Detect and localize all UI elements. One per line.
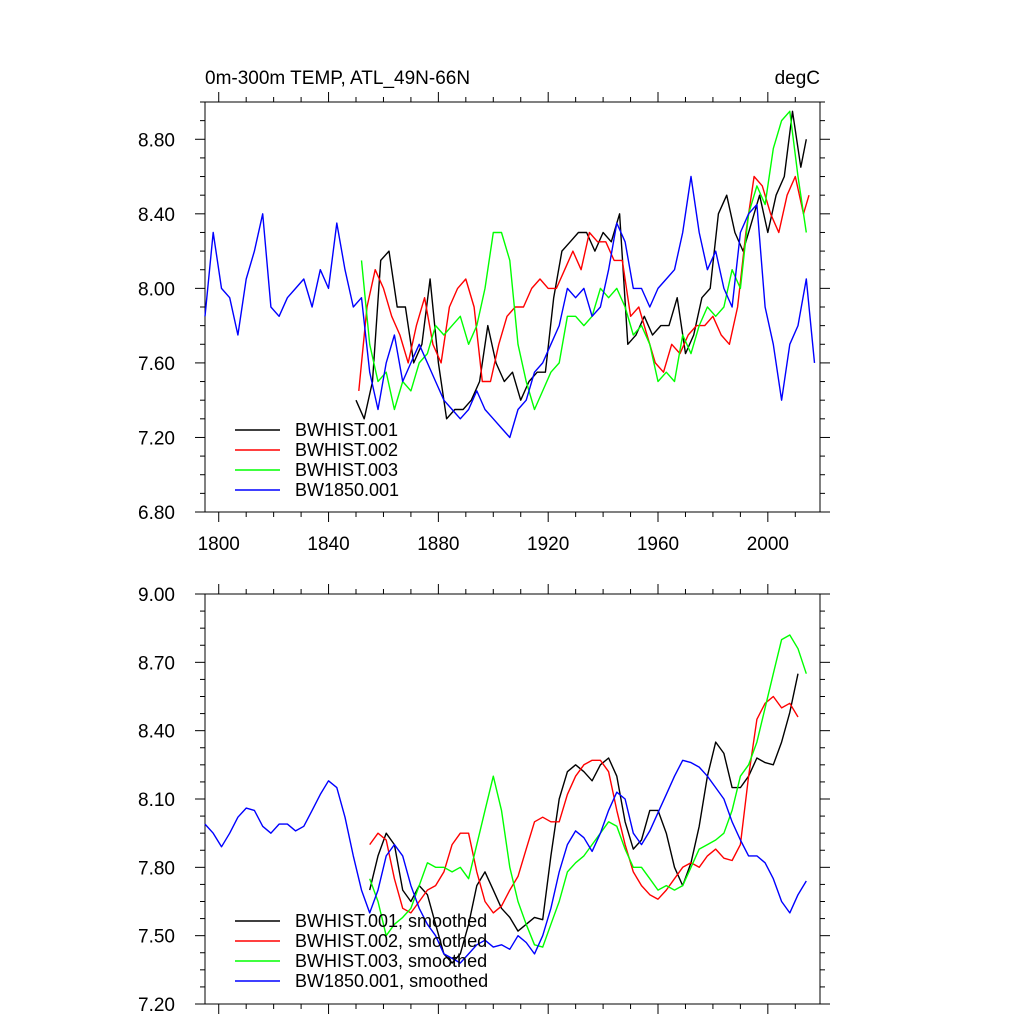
x-tick-label: 1840 xyxy=(307,534,349,555)
x-tick-label: 1880 xyxy=(417,534,459,555)
x-tick-label: 1960 xyxy=(637,534,679,555)
y-tick-label: 8.70 xyxy=(138,653,175,674)
series-line-bw1850-001 xyxy=(204,175,816,439)
y-tick-label: 6.80 xyxy=(138,503,175,524)
x-tick-label: 1800 xyxy=(198,534,240,555)
y-tick-label: 7.50 xyxy=(138,927,175,948)
y-tick-label: 8.80 xyxy=(138,130,175,151)
top-panel: 1800 1840 1880 1920 1960 2000 6.80 7.20 7.60 8.00… xyxy=(138,68,830,555)
legend-label: BWHIST.001 xyxy=(295,420,398,440)
legend-label: BWHIST.003 xyxy=(295,460,398,480)
x-tick-label: 2000 xyxy=(747,534,789,555)
legend-label: BWHIST.002, smoothed xyxy=(295,931,487,951)
y-tick-label: 7.20 xyxy=(138,428,175,449)
legend-label: BW1850.001, smoothed xyxy=(295,971,488,991)
legend-label: BW1850.001 xyxy=(295,480,399,500)
series-line-bwhist-001 xyxy=(355,110,807,420)
legend-label: BWHIST.002 xyxy=(295,440,398,460)
series-line-bw1850-001-smoothed xyxy=(204,759,807,964)
chart-title: 0m-300m TEMP, ATL_49N-66N xyxy=(205,68,470,89)
bottom-panel: 7.20 7.50 7.80 8.10 8.40 8.70 9.00 BWHIST.001, … xyxy=(138,584,830,1016)
y-tick-label: 9.00 xyxy=(138,585,175,606)
series-line-bwhist-003 xyxy=(360,110,807,411)
legend-label: BWHIST.001, smoothed xyxy=(295,911,487,931)
y-tick-label: 8.00 xyxy=(138,279,175,300)
series-line-bwhist-002 xyxy=(358,175,810,391)
y-tick-label: 7.80 xyxy=(138,858,175,879)
x-tick-label: 1920 xyxy=(527,534,569,555)
series-line-bwhist-003-smoothed xyxy=(369,634,807,948)
y-tick-label: 8.40 xyxy=(138,722,175,743)
y-tick-label: 7.20 xyxy=(138,995,175,1016)
y-tick-label: 8.10 xyxy=(138,790,175,811)
units-label: degC xyxy=(775,68,820,89)
series-line-bwhist-002-smoothed xyxy=(369,695,799,914)
legend-label: BWHIST.003, smoothed xyxy=(295,951,487,971)
y-tick-label: 7.60 xyxy=(138,354,175,375)
series-line-bwhist-001-smoothed xyxy=(369,673,799,964)
y-tick-label: 8.40 xyxy=(138,205,175,226)
